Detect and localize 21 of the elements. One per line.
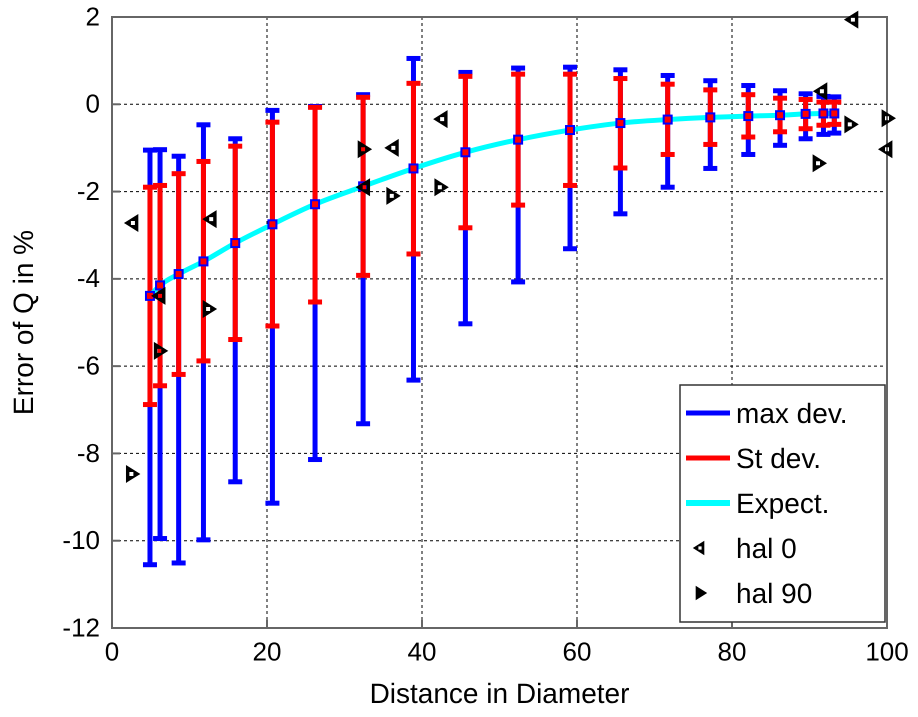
y-tick-label: -10 xyxy=(62,525,100,556)
y-tick-label: -12 xyxy=(62,612,100,642)
x-axis-title: Distance in Diameter xyxy=(370,678,630,709)
x-tick-label: 80 xyxy=(718,636,746,666)
y-axis-title: Error of Q in % xyxy=(8,230,39,416)
x-tick-label: 20 xyxy=(252,636,282,666)
y-tick-label: -8 xyxy=(76,438,100,468)
x-tick-label: 0 xyxy=(104,636,120,666)
x-tick-label: 60 xyxy=(562,636,592,666)
legend-label: hal 0 xyxy=(736,533,797,564)
y-tick-label: 0 xyxy=(86,88,100,119)
legend-label: max dev. xyxy=(736,398,848,429)
y-tick-label: -2 xyxy=(76,176,100,206)
x-tick-label: 40 xyxy=(408,636,436,666)
y-tick-label: -6 xyxy=(76,350,100,380)
legend-label: St dev. xyxy=(736,443,822,474)
y-tick-label: -4 xyxy=(76,263,100,294)
legend-label: hal 90 xyxy=(736,578,812,609)
x-tick-label: 100 xyxy=(865,636,909,666)
y-tick-label: 2 xyxy=(86,1,100,32)
legend-label: Expect. xyxy=(736,488,830,519)
